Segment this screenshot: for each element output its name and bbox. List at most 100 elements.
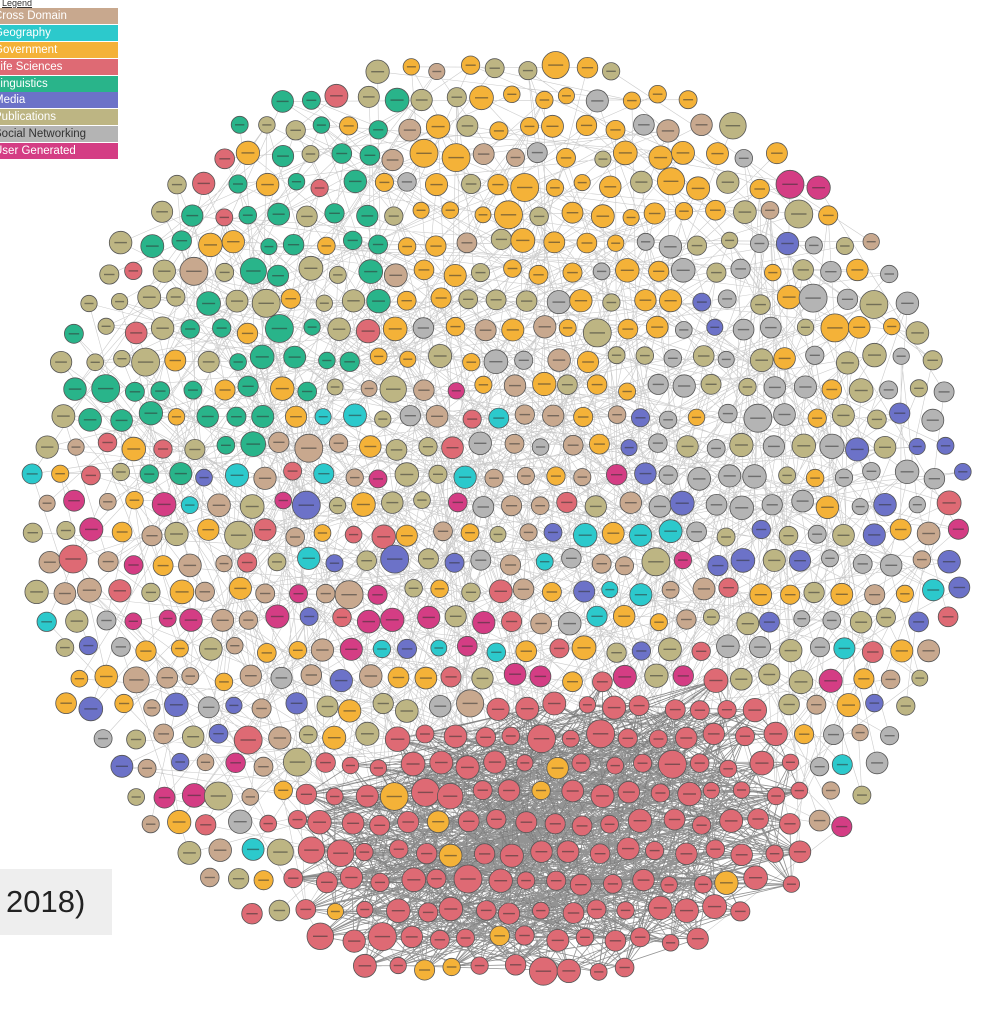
dataset-node-label xyxy=(361,795,374,797)
dataset-node-label xyxy=(115,300,125,303)
dataset-node-label xyxy=(186,270,202,272)
dataset-node-label xyxy=(65,558,81,560)
dataset-node-label xyxy=(914,387,924,389)
dataset-node-label xyxy=(609,940,622,942)
dataset-node-label xyxy=(261,652,272,654)
dataset-node-label xyxy=(928,478,940,480)
dataset-node-label xyxy=(927,359,938,361)
dataset-node-label xyxy=(618,152,632,154)
dataset-node-label xyxy=(725,239,735,242)
dataset-node-label xyxy=(230,762,241,764)
dataset-node-label xyxy=(857,794,867,796)
dataset-node-label xyxy=(619,966,630,969)
dataset-node-label xyxy=(669,708,681,711)
dataset-node-label xyxy=(552,301,566,303)
dataset-node-label xyxy=(635,417,646,419)
dataset-node-label xyxy=(668,818,681,821)
dataset-node-label xyxy=(187,794,201,797)
dataset-node-label xyxy=(401,648,413,650)
dataset-node-label xyxy=(430,183,443,186)
dataset-node-label xyxy=(273,851,288,853)
dataset-node-label xyxy=(652,442,663,444)
dataset-node-label xyxy=(186,214,199,217)
dataset-node-label xyxy=(868,354,881,356)
dataset-node-label xyxy=(794,560,806,562)
dataset-node-label xyxy=(313,935,328,937)
dataset-node-label xyxy=(174,472,187,475)
dataset-node-label xyxy=(578,590,590,593)
dataset-node-label xyxy=(922,650,935,652)
dataset-node-label xyxy=(738,211,752,213)
dataset-node-label xyxy=(653,270,665,272)
dataset-node-label xyxy=(578,534,592,536)
dataset-node-label xyxy=(705,383,717,385)
dataset-node-label xyxy=(551,767,564,769)
dataset-node-label xyxy=(219,681,229,683)
dataset-node-label xyxy=(461,645,473,647)
dataset-node-label xyxy=(940,445,951,447)
dataset-node-label xyxy=(915,677,925,679)
dataset-node-label xyxy=(128,564,139,566)
dataset-node-label xyxy=(723,475,736,477)
dataset-node-label xyxy=(230,534,247,536)
dataset-node-label xyxy=(417,791,434,794)
dataset-node-label xyxy=(884,735,895,737)
dataset-node-label xyxy=(246,443,261,445)
dataset-node-label xyxy=(290,536,301,538)
dataset-node-label xyxy=(157,564,169,567)
dataset-node-label xyxy=(604,186,617,188)
dataset-node-label xyxy=(415,99,428,101)
legend-item-user-generated: User Generated xyxy=(0,143,118,160)
dataset-node-label xyxy=(227,241,240,243)
dataset-node-label xyxy=(879,446,891,448)
dataset-node-label xyxy=(592,733,609,735)
dataset-node-label xyxy=(922,532,935,535)
dataset-node-label xyxy=(204,876,215,879)
dataset-node-label xyxy=(230,645,240,647)
dataset-node-label xyxy=(736,559,750,562)
legend-item-geography: Geography xyxy=(0,24,118,41)
dataset-node-label xyxy=(478,384,489,386)
dataset-node-label xyxy=(763,621,775,623)
dataset-node-label xyxy=(655,792,666,794)
dataset-node-label xyxy=(388,215,399,217)
dataset-node-label xyxy=(900,593,910,595)
dataset-node-label xyxy=(290,129,301,131)
dataset-node-label xyxy=(942,616,954,618)
dataset-node-label xyxy=(648,212,661,215)
dataset-node-label xyxy=(880,616,892,619)
dataset-node-label xyxy=(221,444,231,446)
dataset-node-label xyxy=(766,504,778,506)
legend-item-life-sciences: Life Sciences xyxy=(0,58,118,75)
dataset-node-label xyxy=(322,359,332,362)
dataset-node-label xyxy=(854,389,868,392)
dataset-node-label xyxy=(709,679,723,682)
dataset-node-label xyxy=(867,651,879,653)
dataset-node-label xyxy=(596,795,609,797)
dataset-node-label xyxy=(722,298,733,300)
dataset-node-label xyxy=(805,297,821,299)
dataset-node-label xyxy=(287,470,298,472)
dataset-node-label xyxy=(364,445,377,448)
dataset-node-label xyxy=(589,505,602,508)
dataset-node-label xyxy=(155,390,166,392)
dataset-node-label xyxy=(348,414,362,417)
dataset-node-label xyxy=(652,93,663,95)
dataset-node-label xyxy=(596,681,608,683)
dataset-node-label xyxy=(509,443,520,445)
dataset-node-label xyxy=(566,738,576,740)
dataset-node-label xyxy=(710,504,723,506)
dataset-node-label xyxy=(711,152,724,155)
dataset-node-label xyxy=(724,820,738,822)
dataset-node-label xyxy=(763,673,776,676)
dataset-node-label xyxy=(288,356,301,358)
dataset-node-label xyxy=(401,535,413,537)
dataset-node-label xyxy=(677,675,689,677)
dataset-node-label xyxy=(851,269,864,271)
dataset-node-label xyxy=(219,562,229,565)
dataset-node-label xyxy=(229,704,239,707)
dataset-node-label xyxy=(316,649,329,651)
dataset-node-label xyxy=(901,302,914,304)
dataset-node-label xyxy=(68,500,80,502)
dataset-node-label xyxy=(329,562,340,564)
